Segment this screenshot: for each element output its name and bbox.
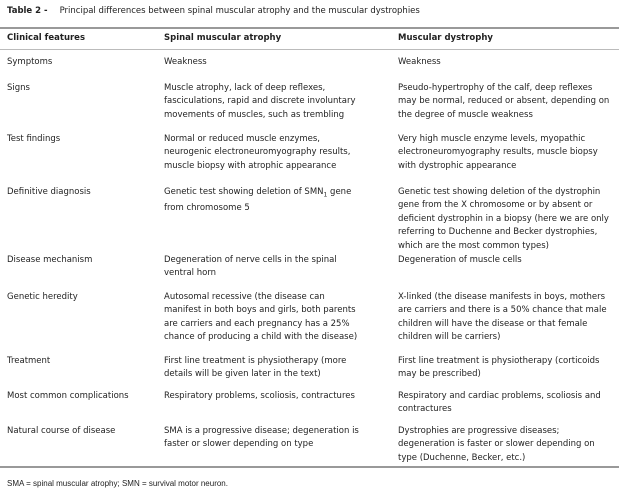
- row-feature: Symptoms: [7, 57, 53, 67]
- row-feature: Genetic heredity: [7, 292, 78, 302]
- table-number: Table 2 -: [7, 6, 48, 16]
- header-md: Muscular dystrophy: [398, 33, 493, 43]
- table-title: Principal differences between spinal mus…: [59, 6, 420, 16]
- row-md: Genetic test showing deletion of the dys…: [398, 187, 609, 251]
- sma-text-part: 1: [323, 191, 328, 199]
- row-sma: Respiratory problems, scoliosis, contrac…: [164, 391, 355, 401]
- row-feature: Test findings: [7, 134, 61, 144]
- row-md: X-linked (the disease manifests in boys,…: [398, 292, 607, 343]
- row-sma: First line treatment is physiotherapy (m…: [164, 356, 347, 380]
- row-sma: Weakness: [164, 57, 207, 67]
- row-md: Very high muscle enzyme levels, myopathi…: [398, 134, 598, 171]
- row-feature: Natural course of disease: [7, 426, 116, 436]
- bottom-rule: [0, 466, 619, 468]
- row-md: Respiratory and cardiac problems, scolio…: [398, 391, 601, 415]
- header-rule: [0, 49, 619, 50]
- row-sma: Normal or reduced muscle enzymes, neurog…: [164, 134, 351, 171]
- row-md: First line treatment is physiotherapy (c…: [398, 356, 600, 380]
- row-feature: Disease mechanism: [7, 255, 93, 265]
- table-caption: Table 2 - Principal differences between s…: [7, 6, 420, 16]
- row-feature: Definitive diagnosis: [7, 187, 91, 197]
- sma-text-part: gene from chromosome 5: [164, 187, 352, 214]
- row-sma: Genetic test showing deletion of SMN1 ge…: [164, 186, 351, 216]
- row-md: Pseudo-hypertrophy of the calf, deep ref…: [398, 83, 610, 120]
- top-rule: [0, 27, 619, 29]
- row-md: Weakness: [398, 57, 441, 67]
- footnote: SMA = spinal muscular atrophy; SMN = sur…: [7, 479, 228, 488]
- row-feature: Treatment: [7, 356, 51, 366]
- row-sma: Muscle atrophy, lack of deep reflexes, f…: [164, 83, 356, 120]
- header-clinical-features: Clinical features: [7, 33, 86, 43]
- row-feature: Most common complications: [7, 391, 129, 401]
- row-sma: Autosomal recessive (the disease can man…: [164, 292, 358, 343]
- header-sma: Spinal muscular atrophy: [164, 33, 282, 43]
- row-feature: Signs: [7, 83, 30, 93]
- row-sma: SMA is a progressive disease; degenerati…: [164, 426, 359, 450]
- sma-text-part: Genetic test showing deletion of SMN: [164, 187, 324, 197]
- row-md: Dystrophies are progressive diseases; de…: [398, 426, 595, 463]
- row-md: Degeneration of muscle cells: [398, 255, 522, 265]
- row-sma: Degeneration of nerve cells in the spina…: [164, 255, 337, 279]
